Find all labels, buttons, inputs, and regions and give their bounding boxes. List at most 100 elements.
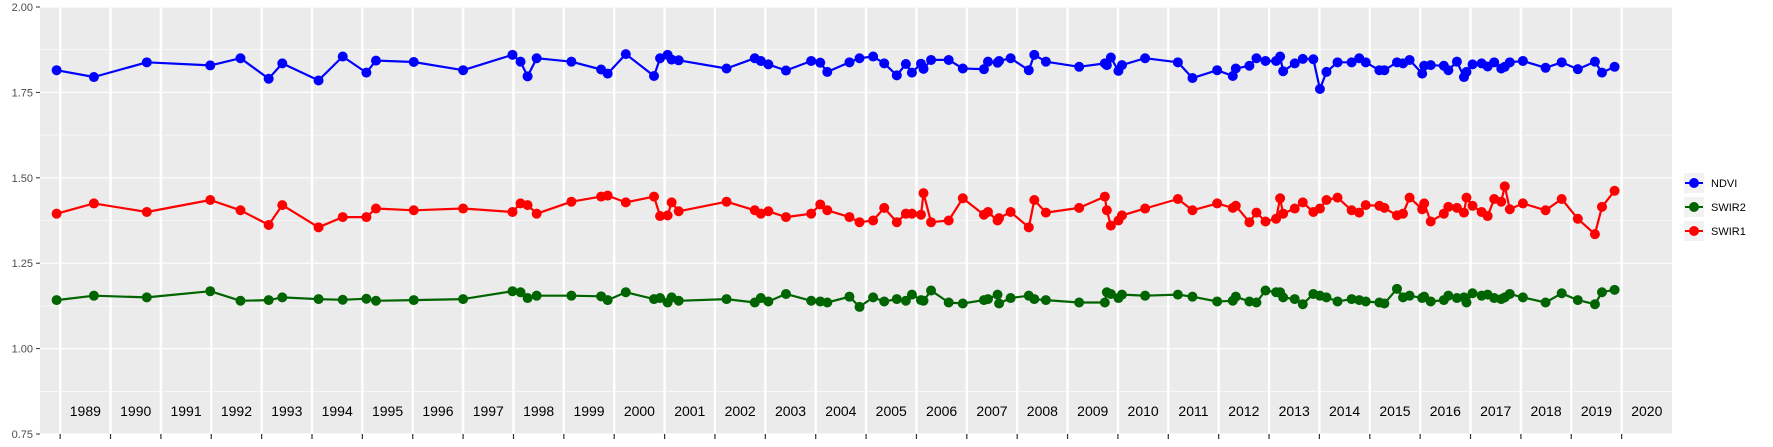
data-point-swir1 xyxy=(1105,220,1116,231)
data-point-swir1 xyxy=(1451,202,1462,213)
data-point-swir2 xyxy=(1260,285,1271,296)
x-tick-label-2018: 2018 xyxy=(1530,403,1561,419)
data-point-ndvi xyxy=(1289,58,1300,69)
data-point-swir2 xyxy=(1187,291,1198,302)
data-point-ndvi xyxy=(1467,59,1478,70)
data-point-swir2 xyxy=(408,295,419,306)
data-point-swir1 xyxy=(277,200,288,211)
data-point-swir2 xyxy=(1212,296,1223,307)
data-point-ndvi xyxy=(1451,56,1462,67)
data-point-ndvi xyxy=(1540,62,1551,73)
data-point-swir2 xyxy=(868,292,879,303)
data-point-swir1 xyxy=(906,208,917,219)
data-point-ndvi xyxy=(1425,60,1436,71)
data-point-swir2 xyxy=(1140,290,1151,301)
data-point-swir2 xyxy=(277,292,288,303)
data-point-ndvi xyxy=(1251,53,1262,64)
data-point-swir2 xyxy=(522,293,533,304)
x-tick-label-1989: 1989 xyxy=(70,403,101,419)
data-point-swir1 xyxy=(507,206,518,217)
data-point-swir1 xyxy=(763,206,774,217)
x-tick-label-2016: 2016 xyxy=(1430,403,1461,419)
data-point-swir2 xyxy=(313,294,324,305)
data-point-ndvi xyxy=(1187,73,1198,84)
data-point-ndvi xyxy=(649,71,660,82)
x-tick-label-2009: 2009 xyxy=(1077,403,1108,419)
data-point-swir2 xyxy=(263,295,274,306)
data-point-ndvi xyxy=(337,51,348,62)
data-point-swir1 xyxy=(1251,207,1262,218)
data-point-swir1 xyxy=(994,213,1005,224)
x-tick-label-1991: 1991 xyxy=(170,403,201,419)
data-point-swir1 xyxy=(655,211,666,222)
x-tick-label-1999: 1999 xyxy=(573,403,604,419)
y-tick-label: 1.75 xyxy=(12,87,33,99)
data-point-swir1 xyxy=(1354,207,1365,218)
data-point-swir1 xyxy=(1172,193,1183,204)
x-tick-label-2006: 2006 xyxy=(926,403,957,419)
data-point-swir1 xyxy=(1187,205,1198,216)
data-point-swir1 xyxy=(806,208,817,219)
data-point-swir1 xyxy=(522,200,533,211)
data-point-ndvi xyxy=(943,54,954,65)
data-point-ndvi xyxy=(277,58,288,69)
data-point-swir2 xyxy=(806,295,817,306)
data-point-ndvi xyxy=(1074,61,1085,72)
data-point-swir1 xyxy=(408,205,419,216)
data-point-swir1 xyxy=(822,205,833,216)
data-point-swir2 xyxy=(205,286,216,297)
data-point-swir1 xyxy=(649,191,660,202)
data-point-swir1 xyxy=(1212,198,1223,209)
data-point-swir1 xyxy=(1321,195,1332,206)
data-point-ndvi xyxy=(755,55,766,66)
x-tick-label-2001: 2001 xyxy=(674,403,705,419)
data-point-swir1 xyxy=(602,190,613,201)
data-point-ndvi xyxy=(1116,60,1127,71)
data-point-swir1 xyxy=(361,212,372,223)
data-point-ndvi xyxy=(763,59,774,70)
data-point-ndvi xyxy=(1105,52,1116,63)
y-tick-label: 1.50 xyxy=(12,173,33,185)
data-point-swir1 xyxy=(1461,192,1472,203)
x-tick-label-2004: 2004 xyxy=(825,403,856,419)
data-point-ndvi xyxy=(655,53,666,64)
data-point-swir1 xyxy=(662,210,673,221)
data-point-ndvi xyxy=(566,56,577,67)
data-point-ndvi xyxy=(361,67,372,78)
data-point-swir2 xyxy=(602,295,613,306)
data-point-swir2 xyxy=(1321,292,1332,303)
data-point-swir1 xyxy=(1346,205,1357,216)
data-point-swir1 xyxy=(1140,203,1151,214)
data-point-swir2 xyxy=(458,294,469,305)
data-point-swir2 xyxy=(1425,296,1436,307)
x-tick-label-2010: 2010 xyxy=(1128,403,1159,419)
data-point-swir2 xyxy=(1391,283,1402,294)
x-tick-label-2002: 2002 xyxy=(725,403,756,419)
data-point-swir1 xyxy=(235,205,246,216)
data-point-swir1 xyxy=(1278,208,1289,219)
data-point-swir1 xyxy=(1517,198,1528,209)
data-point-swir2 xyxy=(1029,294,1040,305)
data-point-swir1 xyxy=(370,203,381,214)
data-point-swir2 xyxy=(1443,290,1454,301)
legend-label-swir2: SWIR2 xyxy=(1711,202,1746,214)
x-tick-label-2013: 2013 xyxy=(1279,403,1310,419)
data-point-ndvi xyxy=(141,57,152,68)
data-point-swir2 xyxy=(957,298,968,309)
data-point-swir1 xyxy=(1074,202,1085,213)
data-point-swir2 xyxy=(507,286,518,297)
series-swir2 xyxy=(51,283,1620,312)
data-point-ndvi xyxy=(1040,56,1051,67)
data-point-ndvi xyxy=(673,55,684,66)
data-point-swir1 xyxy=(88,198,99,209)
data-point-swir2 xyxy=(1116,289,1127,300)
x-tick-label-2003: 2003 xyxy=(775,403,806,419)
x-tick-label-2011: 2011 xyxy=(1178,403,1208,419)
data-point-swir1 xyxy=(1297,197,1308,208)
data-point-ndvi xyxy=(918,63,929,74)
data-point-swir1 xyxy=(620,197,631,208)
data-point-swir1 xyxy=(1504,204,1515,215)
series-swir1 xyxy=(51,181,1620,240)
data-point-swir1 xyxy=(1589,229,1600,240)
